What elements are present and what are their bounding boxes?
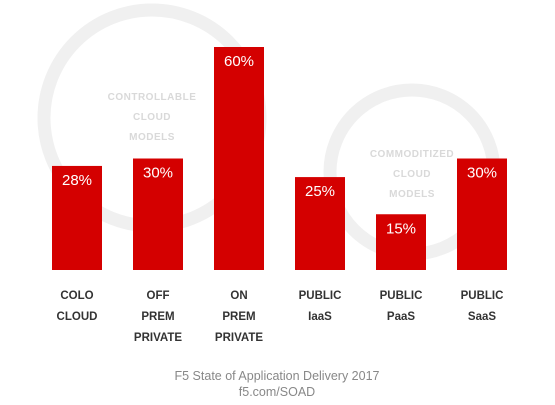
category-label-1-0: OFF xyxy=(147,290,170,302)
group-labels: CONTROLLABLE CLOUD MODELS COMMODITIZED CLOUD… xyxy=(108,92,454,200)
value-label-4: 15% xyxy=(386,220,416,237)
bar-2 xyxy=(214,47,264,270)
bar-5 xyxy=(457,158,507,270)
value-label-0: 28% xyxy=(62,172,92,189)
bar-1 xyxy=(133,158,183,270)
value-labels: 28% 30% 60% 25% 15% 30% xyxy=(62,53,497,237)
category-label-2-0: ON xyxy=(230,290,247,302)
group-label-1-1: CLOUD xyxy=(393,169,431,180)
group-label-1-0: COMMODITIZED xyxy=(370,149,454,160)
category-label-4-1: PaaS xyxy=(387,311,415,323)
footer-line-1: F5 State of Application Delivery 2017 xyxy=(175,369,380,383)
value-label-1: 30% xyxy=(143,165,173,182)
bar-0 xyxy=(52,165,102,270)
footer-line-2: f5.com/SOAD xyxy=(239,385,315,399)
category-label-3-1: IaaS xyxy=(308,311,332,323)
bars xyxy=(52,47,507,270)
group-label-0-2: MODELS xyxy=(129,132,175,143)
group-label-0-1: CLOUD xyxy=(133,112,171,123)
category-labels: COLO CLOUD OFF PREM PRIVATE ON PREM PRIVATE PUBL… xyxy=(57,290,504,344)
value-label-5: 30% xyxy=(467,165,497,182)
value-label-3: 25% xyxy=(305,183,335,200)
category-label-2-1: PREM xyxy=(222,311,255,323)
bar-4 xyxy=(376,214,426,270)
category-label-0-0: COLO xyxy=(60,290,93,302)
category-label-5-1: SaaS xyxy=(468,311,496,323)
bar-3 xyxy=(295,177,345,270)
category-label-4-0: PUBLIC xyxy=(380,290,423,302)
category-label-3-0: PUBLIC xyxy=(299,290,342,302)
category-label-5-0: PUBLIC xyxy=(461,290,504,302)
group-label-0-0: CONTROLLABLE xyxy=(108,92,197,103)
category-label-1-2: PRIVATE xyxy=(134,332,182,344)
value-label-2: 60% xyxy=(224,53,254,70)
category-label-0-1: CLOUD xyxy=(57,311,98,323)
category-label-2-2: PRIVATE xyxy=(215,332,263,344)
category-label-1-1: PREM xyxy=(141,311,174,323)
group-label-1-2: MODELS xyxy=(389,189,435,200)
